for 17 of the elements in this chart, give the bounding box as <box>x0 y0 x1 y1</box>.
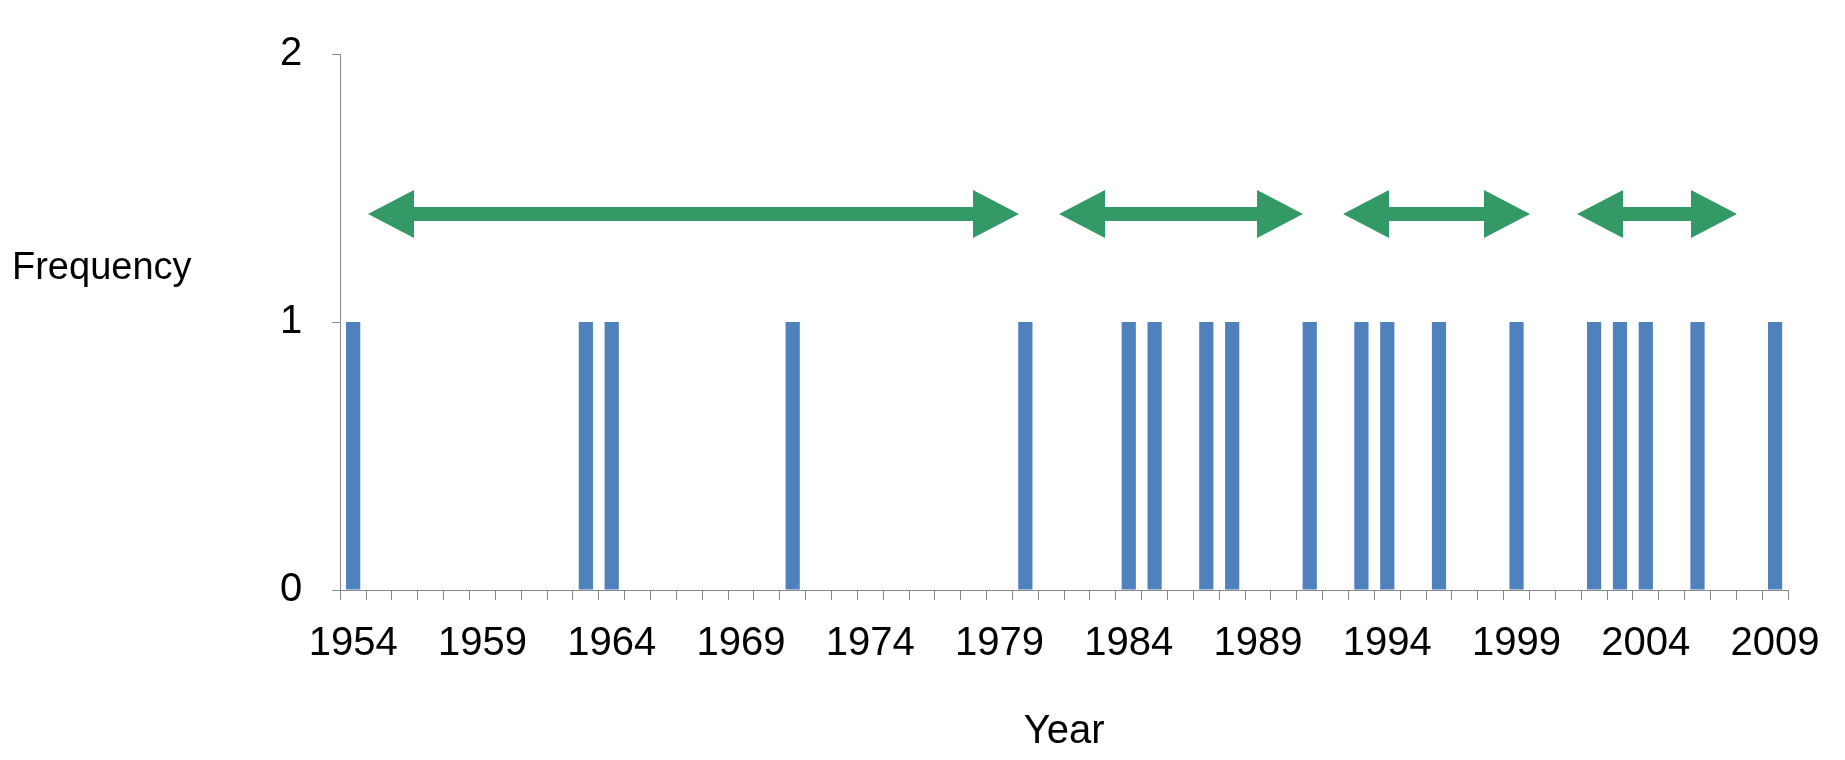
x-tick-label: 1989 <box>1213 619 1303 664</box>
x-tick-label: 1999 <box>1472 619 1562 664</box>
y-axis-title: Frequency <box>12 244 192 287</box>
y-tick-label: 1 <box>280 297 303 342</box>
x-tick-label: 1959 <box>437 619 527 664</box>
x-tick-label: 1974 <box>825 619 915 664</box>
y-tick-label: 0 <box>280 565 303 610</box>
x-axis-title: Year <box>1023 707 1105 752</box>
x-tick-label: 1969 <box>696 619 786 664</box>
x-tick-label: 2009 <box>1730 619 1820 664</box>
x-tick-label: 2004 <box>1601 619 1691 664</box>
y-tick-label: 2 <box>280 29 303 74</box>
x-tick-label: 1964 <box>567 619 657 664</box>
x-tick-label: 1994 <box>1342 619 1432 664</box>
x-tick-label: 1979 <box>955 619 1044 664</box>
x-tick-label: 1984 <box>1084 619 1174 664</box>
x-tick-label: 1954 <box>308 619 398 664</box>
